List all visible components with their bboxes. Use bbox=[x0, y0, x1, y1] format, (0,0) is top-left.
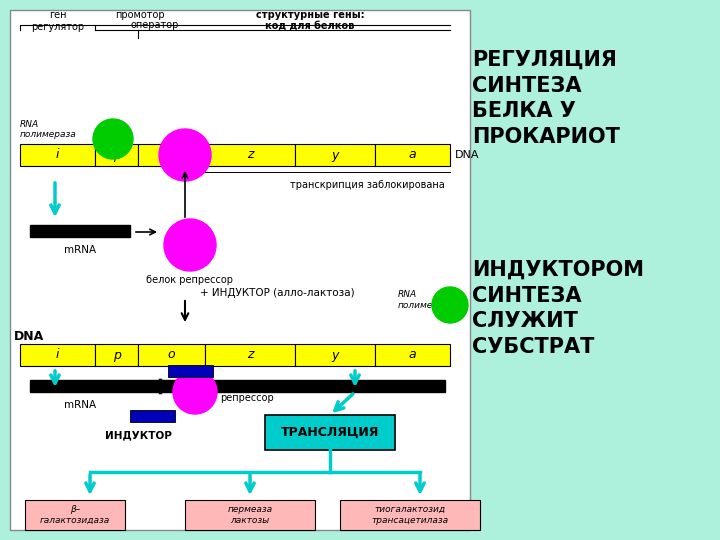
Text: тиогалактозид
трансацетилаза: тиогалактозид трансацетилаза bbox=[372, 505, 449, 525]
Text: y: y bbox=[331, 148, 338, 161]
Text: структурные гены:
код для белков: структурные гены: код для белков bbox=[256, 10, 364, 32]
Bar bbox=[168, 365, 213, 377]
Bar bbox=[205, 344, 295, 366]
Text: mRNA: mRNA bbox=[395, 380, 427, 390]
Bar bbox=[95, 344, 138, 366]
Bar bbox=[340, 500, 480, 530]
Text: РЕГУЛЯЦИЯ
СИНТЕЗА
БЕЛКА У
ПРОКАРИОТ: РЕГУЛЯЦИЯ СИНТЕЗА БЕЛКА У ПРОКАРИОТ bbox=[472, 50, 620, 147]
Bar bbox=[130, 410, 175, 422]
Text: RNA
полимераза: RNA полимераза bbox=[20, 120, 77, 139]
Text: ген
регулятор: ген регулятор bbox=[32, 10, 84, 32]
Text: ТРАНСЛЯЦИЯ: ТРАНСЛЯЦИЯ bbox=[281, 426, 379, 439]
Bar bbox=[265, 415, 395, 450]
Bar bbox=[375, 344, 450, 366]
Text: RNA
полимераза: RNA полимераза bbox=[398, 291, 455, 310]
Circle shape bbox=[432, 287, 468, 323]
Text: i: i bbox=[55, 348, 59, 361]
Text: DNA: DNA bbox=[455, 150, 480, 160]
Text: транскрипция заблокирована: транскрипция заблокирована bbox=[290, 180, 445, 190]
Bar bbox=[375, 144, 450, 166]
Text: mRNA: mRNA bbox=[64, 400, 96, 410]
Circle shape bbox=[93, 119, 133, 159]
Bar bbox=[138, 144, 205, 166]
Bar bbox=[20, 344, 95, 366]
Bar bbox=[295, 144, 375, 166]
Circle shape bbox=[173, 370, 217, 414]
Text: mRNA: mRNA bbox=[64, 245, 96, 255]
Text: ИНДУКТОРОМ
СИНТЕЗА
СЛУЖИТ
СУБСТРАТ: ИНДУКТОРОМ СИНТЕЗА СЛУЖИТ СУБСТРАТ bbox=[472, 260, 644, 357]
Text: z: z bbox=[247, 148, 253, 161]
Text: z: z bbox=[247, 348, 253, 361]
Text: o: o bbox=[168, 348, 175, 361]
Bar bbox=[20, 144, 95, 166]
Text: ИНДУКТОР: ИНДУКТОР bbox=[105, 430, 172, 440]
Bar bbox=[138, 344, 205, 366]
Text: белок репрессор: белок репрессор bbox=[146, 275, 233, 285]
Text: o: o bbox=[168, 148, 175, 161]
Text: a: a bbox=[409, 148, 416, 161]
Circle shape bbox=[164, 219, 216, 271]
Text: промотор: промотор bbox=[115, 10, 165, 20]
Text: пермеаза
лактозы: пермеаза лактозы bbox=[228, 505, 273, 525]
Text: i: i bbox=[55, 148, 59, 161]
Bar bbox=[95, 144, 138, 166]
Bar bbox=[10, 10, 470, 530]
Circle shape bbox=[159, 129, 211, 181]
Text: оператор: оператор bbox=[131, 20, 179, 30]
Text: β–
галактозидаза: β– галактозидаза bbox=[40, 505, 110, 525]
Text: + ИНДУКТОР (алло-лактоза): + ИНДУКТОР (алло-лактоза) bbox=[200, 288, 355, 298]
Bar bbox=[30, 380, 445, 392]
Text: p: p bbox=[112, 148, 120, 161]
Text: неактивный
репрессор: неактивный репрессор bbox=[220, 381, 283, 403]
Bar bbox=[205, 144, 295, 166]
Text: a: a bbox=[409, 348, 416, 361]
Bar bbox=[185, 500, 315, 530]
Bar bbox=[295, 344, 375, 366]
Bar bbox=[25, 500, 125, 530]
Text: p: p bbox=[112, 348, 120, 361]
Text: y: y bbox=[331, 348, 338, 361]
Bar bbox=[30, 225, 130, 237]
Text: DNA: DNA bbox=[14, 330, 44, 343]
